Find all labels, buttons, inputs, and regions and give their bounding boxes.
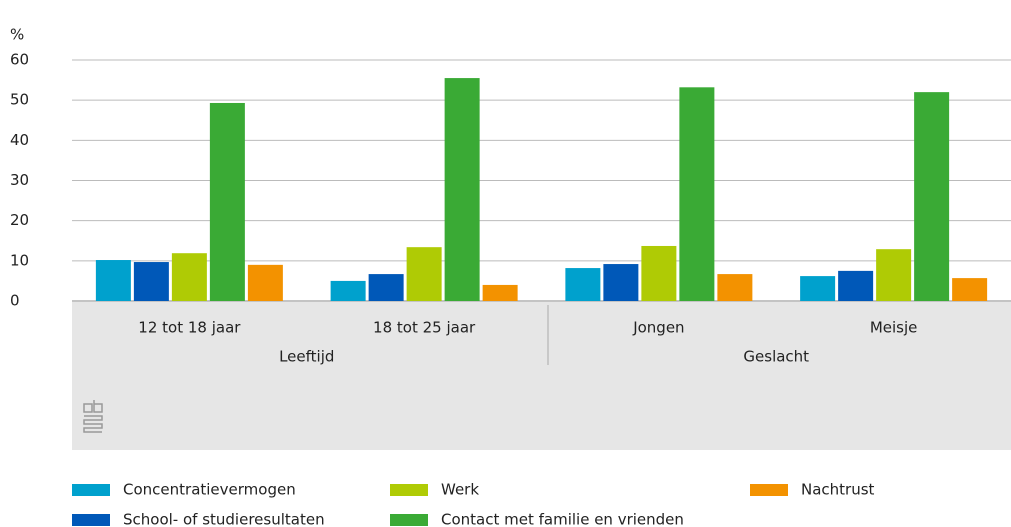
x-tick-label: 12 tot 18 jaar bbox=[138, 319, 241, 337]
y-tick-label: 20 bbox=[10, 211, 29, 229]
bar bbox=[330, 280, 366, 301]
legend-label: School- of studieresultaten bbox=[123, 511, 325, 527]
bar bbox=[209, 102, 245, 301]
bar bbox=[914, 92, 950, 301]
y-axis-label: % bbox=[10, 26, 24, 44]
bar bbox=[717, 274, 753, 301]
logo bbox=[83, 400, 103, 433]
bar bbox=[95, 260, 131, 301]
y-tick-label: 40 bbox=[10, 131, 29, 149]
legend-swatch bbox=[390, 484, 428, 496]
y-tick-label: 50 bbox=[10, 91, 29, 109]
bar bbox=[800, 276, 836, 301]
group-label: Leeftijd bbox=[279, 348, 334, 366]
bar bbox=[565, 268, 601, 301]
bar bbox=[444, 78, 480, 301]
legend-label: Concentratievermogen bbox=[123, 481, 296, 499]
bar bbox=[952, 278, 988, 301]
bar bbox=[641, 245, 677, 301]
group-label: Geslacht bbox=[743, 348, 809, 366]
y-tick-label: 60 bbox=[10, 51, 29, 69]
bar bbox=[171, 253, 207, 301]
legend-swatch bbox=[72, 484, 110, 496]
bar bbox=[482, 284, 518, 301]
category-panel bbox=[72, 302, 1011, 450]
bar bbox=[406, 247, 442, 301]
bar bbox=[368, 274, 404, 301]
x-tick-label: 18 tot 25 jaar bbox=[373, 319, 476, 337]
y-tick-label: 30 bbox=[10, 171, 29, 189]
legend-label: Werk bbox=[441, 481, 479, 499]
bar bbox=[876, 249, 912, 301]
legend-swatch bbox=[72, 514, 110, 526]
bar bbox=[838, 270, 874, 301]
bar bbox=[247, 264, 283, 301]
legend-swatch bbox=[390, 514, 428, 526]
bar bbox=[133, 262, 169, 301]
bar bbox=[679, 87, 715, 302]
x-tick-label: Meisje bbox=[870, 319, 918, 337]
y-tick-label: 10 bbox=[10, 251, 29, 269]
legend-label: Nachtrust bbox=[801, 481, 875, 499]
bar bbox=[603, 264, 639, 301]
legend-label: Contact met familie en vrienden bbox=[441, 511, 684, 527]
y-tick-label: 0 bbox=[10, 292, 20, 310]
x-tick-label: Jongen bbox=[632, 319, 684, 337]
legend-swatch bbox=[750, 484, 788, 496]
